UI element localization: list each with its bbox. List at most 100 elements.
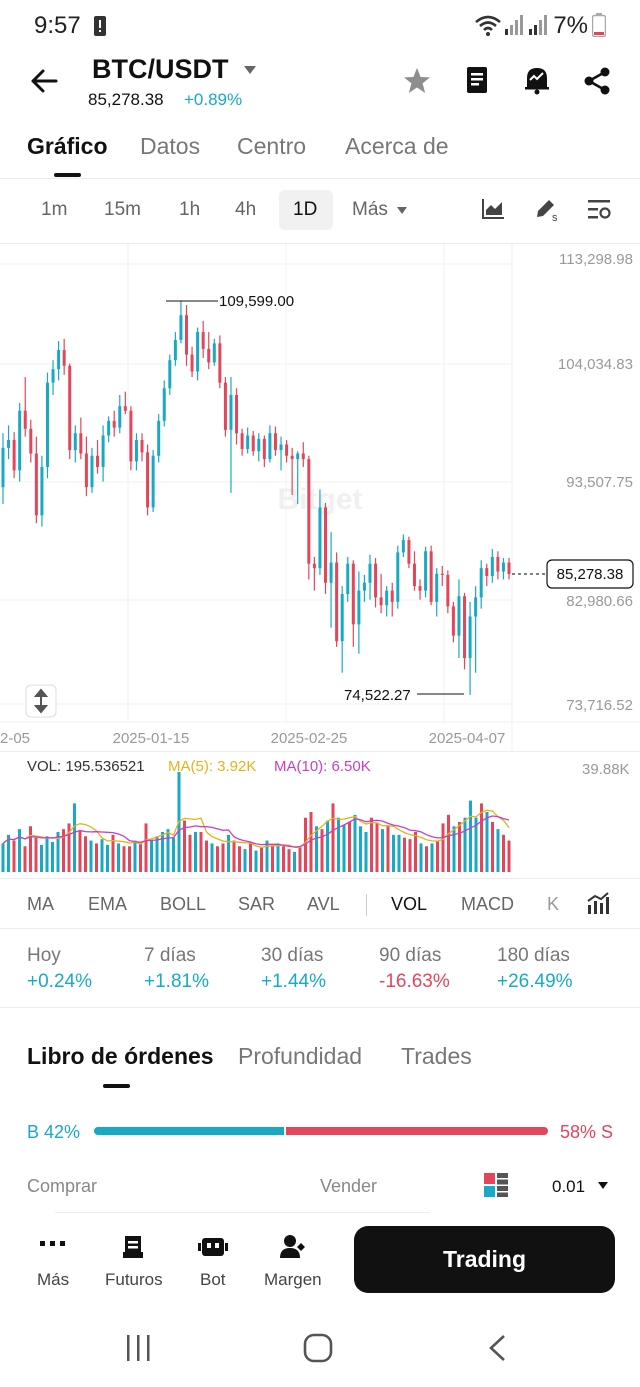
share-icon[interactable] [583, 67, 611, 95]
candle-body [401, 540, 405, 553]
drawing-pencil-icon[interactable]: s [534, 197, 560, 222]
orderbook-layout-icon[interactable] [484, 1173, 508, 1197]
tab-depth[interactable]: Profundidad [238, 1043, 363, 1069]
vertical-resize-icon [33, 688, 49, 714]
price-change: +0.89% [184, 90, 243, 109]
volume-bar [342, 824, 346, 872]
tab-indicator [54, 173, 81, 177]
trading-button[interactable]: Trading [354, 1226, 615, 1293]
candlestick-chart[interactable]: Bitget 113,298.98104,034.8393,507.7582,9… [0, 244, 640, 752]
margin-icon[interactable] [279, 1233, 309, 1261]
candles-group [1, 300, 511, 695]
caret-down-icon[interactable] [243, 65, 257, 75]
price-alert-bell-icon[interactable] [523, 65, 551, 95]
candle-body [329, 562, 333, 583]
volume-bar [205, 840, 208, 872]
indicator-macd[interactable]: MACD [461, 894, 514, 914]
candle-body [346, 563, 350, 595]
candle-body [435, 573, 439, 602]
indicator-chart-icon[interactable] [586, 891, 610, 915]
candle-body [107, 420, 111, 436]
period-30d-label: 30 días [261, 945, 324, 966]
chart-type-icon[interactable] [481, 198, 505, 220]
x-tick-label: 2025-04-07 [429, 730, 506, 747]
divider [0, 751, 640, 752]
volume-bar [106, 844, 109, 872]
back-arrow-icon[interactable] [30, 68, 58, 94]
star-icon[interactable] [403, 67, 431, 94]
indicator-avl[interactable]: AVL [307, 894, 340, 914]
nav-more-label[interactable]: Más [37, 1270, 70, 1289]
divider [0, 1007, 640, 1008]
tab-datos[interactable]: Datos [140, 133, 201, 159]
timeframe-4h[interactable]: 4h [235, 199, 257, 220]
indicator-settings-icon[interactable] [587, 199, 612, 221]
sell-column-label: Vender [320, 1176, 378, 1196]
candle-body [485, 568, 489, 577]
volume-bar [403, 837, 406, 872]
indicator-divider [366, 894, 367, 916]
tab-grafico[interactable]: Gráfico [27, 133, 108, 159]
candle-body [279, 444, 283, 451]
indicator-ma[interactable]: MA [27, 894, 54, 914]
candle-body [123, 406, 127, 411]
caret-down-icon[interactable] [397, 207, 407, 214]
precision-select[interactable]: 0.01 [552, 1177, 586, 1196]
indicator-ema[interactable]: EMA [88, 894, 128, 914]
tab-acerca-de[interactable]: Acerca de [345, 133, 449, 159]
home-icon[interactable] [303, 1333, 333, 1363]
candle-body [90, 455, 94, 488]
candle-body [407, 540, 411, 564]
candle-body [157, 420, 161, 456]
candle-body [463, 596, 467, 659]
volume-bar [18, 829, 21, 872]
volume-bar [469, 800, 472, 872]
candle-body [240, 433, 244, 449]
candle-body [285, 444, 289, 456]
tab-order-book[interactable]: Libro de órdenes [27, 1043, 214, 1069]
volume-bar [227, 834, 230, 872]
signal-icon [505, 15, 523, 35]
indicator-sar[interactable]: SAR [238, 894, 276, 914]
pair-title[interactable]: BTC/USDT [92, 54, 229, 84]
nav-futures-label[interactable]: Futuros [105, 1270, 163, 1289]
timeframe-1d[interactable]: 1D [293, 199, 318, 220]
ma10-line [2, 815, 510, 848]
nav-bot-label[interactable]: Bot [200, 1270, 226, 1289]
more-nav-item[interactable] [20, 1232, 86, 1290]
candle-body [307, 459, 311, 564]
tab-centro[interactable]: Centro [237, 133, 307, 159]
tab-trades[interactable]: Trades [401, 1043, 472, 1069]
timeframe-15m[interactable]: 15m [104, 199, 141, 220]
indicator-k[interactable]: K [547, 894, 560, 914]
candle-body [229, 395, 233, 430]
volume-bar [62, 829, 65, 872]
nav-margin-label[interactable]: Margen [264, 1270, 322, 1289]
indicator-vol[interactable]: VOL [391, 894, 428, 914]
candle-body [479, 568, 483, 598]
indicator-boll[interactable]: BOLL [160, 894, 207, 914]
candle-body [73, 433, 77, 451]
volume-bar [408, 839, 412, 872]
timeframe-1h[interactable]: 1h [179, 199, 201, 220]
candle-body [40, 466, 44, 516]
candle-body [196, 332, 200, 372]
candle-body [379, 597, 383, 606]
bot-icon[interactable] [198, 1235, 228, 1259]
timeframe-1m[interactable]: 1m [41, 199, 68, 220]
signal-icon-2 [529, 15, 547, 35]
candle-body [246, 435, 250, 449]
candle-body [79, 433, 83, 454]
caret-down-icon[interactable] [598, 1182, 608, 1189]
volume-bar [370, 817, 373, 872]
candle-body [351, 563, 355, 625]
volume-bar [238, 846, 241, 872]
buy-ratio-fill [94, 1127, 284, 1135]
futures-icon[interactable] [122, 1235, 144, 1259]
notebook-icon[interactable] [465, 66, 489, 94]
recent-apps-icon[interactable] [126, 1334, 152, 1362]
volume-bar [271, 846, 274, 872]
timeframe-more[interactable]: Más [352, 199, 388, 220]
candle-body [162, 388, 166, 421]
back-icon[interactable] [487, 1334, 507, 1362]
